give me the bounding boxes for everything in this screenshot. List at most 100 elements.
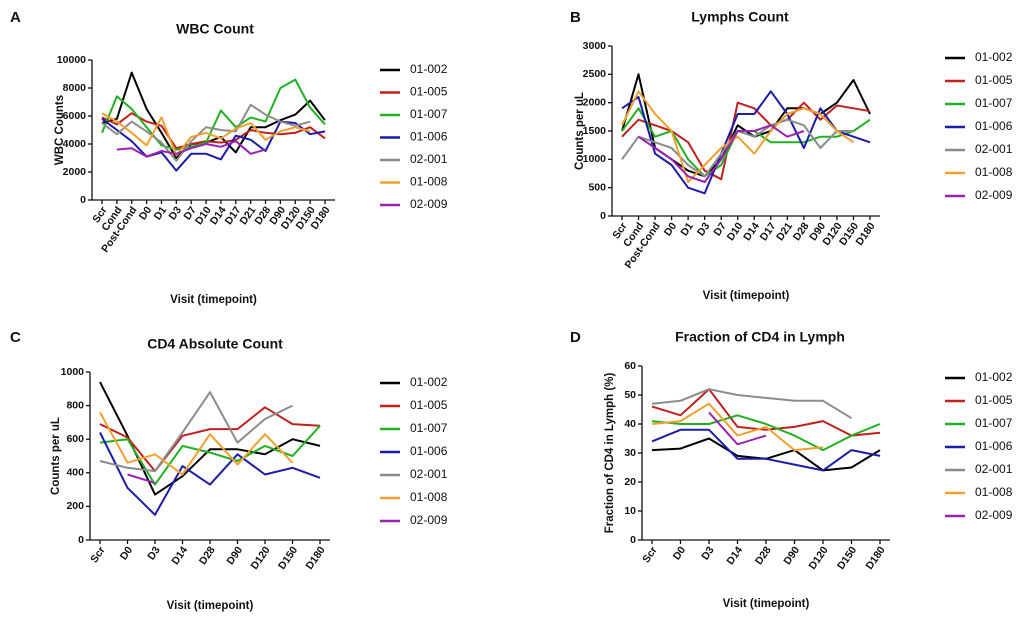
series-line bbox=[101, 78, 326, 151]
panel-label: B bbox=[570, 9, 581, 26]
legend-label: 01-005 bbox=[975, 73, 1013, 87]
series-line bbox=[101, 103, 311, 162]
x-tick-label: D17 bbox=[758, 220, 779, 243]
y-tick-label: 0 bbox=[630, 534, 636, 546]
x-tick-label: D90 bbox=[781, 544, 802, 567]
x-axis-label: Visit (timepoint) bbox=[167, 600, 254, 612]
series-line bbox=[127, 473, 156, 484]
y-tick-label: 2500 bbox=[583, 68, 607, 80]
x-tick-label: D180 bbox=[864, 544, 888, 572]
x-tick-label: D14 bbox=[169, 544, 190, 567]
x-tick-label: D1 bbox=[152, 204, 170, 222]
series-line bbox=[651, 388, 853, 420]
y-tick-label: 1000 bbox=[583, 153, 607, 165]
x-tick-label: D28 bbox=[753, 544, 774, 567]
x-tick-label: D180 bbox=[854, 220, 878, 248]
legend-label: 01-002 bbox=[975, 50, 1013, 64]
y-axis-label: WBC Counts bbox=[54, 95, 66, 165]
legend-label: 01-002 bbox=[410, 375, 448, 389]
legend-label: 02-001 bbox=[410, 467, 448, 481]
x-axis-label: Visit (timepoint) bbox=[723, 598, 810, 610]
x-tick-label: D3 bbox=[695, 220, 713, 238]
x-tick-label: D14 bbox=[724, 544, 745, 567]
y-tick-label: 30 bbox=[624, 447, 636, 459]
series-line bbox=[101, 118, 326, 172]
x-tick-label: D14 bbox=[741, 220, 762, 243]
x-tick-label: D3 bbox=[167, 204, 185, 222]
legend-label: 01-005 bbox=[410, 85, 448, 99]
legend-label: 01-006 bbox=[975, 119, 1013, 133]
series-line bbox=[99, 381, 321, 496]
x-tick-label: D90 bbox=[224, 544, 245, 567]
x-tick-label: D0 bbox=[662, 220, 680, 238]
legend-label: 02-001 bbox=[975, 142, 1013, 156]
legend-label: 02-009 bbox=[410, 197, 448, 211]
series-line bbox=[621, 90, 871, 195]
y-axis-label: Fraction of CD4 in Lymph (%) bbox=[604, 373, 616, 534]
legend-label: 01-002 bbox=[975, 370, 1013, 384]
y-tick-label: 3000 bbox=[583, 40, 607, 52]
legend-label: 01-006 bbox=[410, 444, 448, 458]
series-line bbox=[99, 411, 294, 476]
legend-label: 01-002 bbox=[410, 62, 448, 76]
y-tick-label: 6000 bbox=[63, 110, 87, 122]
series-line bbox=[99, 432, 321, 516]
series-line bbox=[651, 414, 881, 452]
legend-label: 02-001 bbox=[410, 152, 448, 166]
x-tick-label: D1 bbox=[678, 220, 696, 238]
y-tick-label: 10 bbox=[624, 505, 636, 517]
x-tick-label: D3 bbox=[699, 544, 717, 562]
x-tick-label: D150 bbox=[835, 544, 859, 572]
series-line bbox=[651, 388, 881, 437]
series-line bbox=[651, 402, 824, 452]
x-tick-label: Scr bbox=[88, 544, 108, 565]
x-tick-label: D0 bbox=[118, 544, 136, 562]
x-tick-label: D0 bbox=[671, 544, 689, 562]
series-line bbox=[101, 112, 311, 157]
legend-label: 01-007 bbox=[975, 416, 1013, 430]
y-axis-label: Counts per uL bbox=[574, 92, 586, 170]
y-tick-label: 1000 bbox=[61, 366, 85, 378]
y-tick-label: 10000 bbox=[57, 54, 86, 66]
legend-label: 01-006 bbox=[975, 439, 1013, 453]
legend-label: 01-008 bbox=[975, 165, 1013, 179]
y-tick-label: 0 bbox=[80, 194, 86, 206]
y-tick-label: 0 bbox=[78, 534, 84, 546]
y-tick-label: 0 bbox=[600, 210, 606, 222]
series-line bbox=[637, 124, 805, 183]
y-tick-label: 800 bbox=[66, 399, 84, 411]
y-axis-label: Counts per uL bbox=[50, 417, 62, 495]
series-line bbox=[708, 411, 767, 446]
x-tick-label: D3 bbox=[145, 544, 163, 562]
chart-title: CD4 Absolute Count bbox=[147, 336, 283, 352]
chart-title: Fraction of CD4 in Lymph bbox=[675, 329, 845, 345]
series-line bbox=[101, 71, 326, 159]
x-axis-label: Visit (timepoint) bbox=[170, 294, 257, 306]
y-tick-label: 60 bbox=[624, 360, 636, 372]
y-tick-label: 2000 bbox=[63, 166, 87, 178]
legend-label: 02-009 bbox=[410, 513, 448, 527]
y-tick-label: 40 bbox=[624, 418, 636, 430]
panel-label: C bbox=[10, 329, 21, 346]
x-tick-label: Scr bbox=[640, 544, 660, 565]
x-tick-label: D21 bbox=[774, 220, 795, 243]
y-tick-label: 500 bbox=[588, 181, 606, 193]
y-tick-label: 8000 bbox=[63, 82, 87, 94]
x-tick-label: D10 bbox=[725, 220, 746, 243]
series-line bbox=[99, 406, 321, 473]
legend-label: 02-009 bbox=[975, 188, 1013, 202]
y-tick-label: 600 bbox=[66, 433, 84, 445]
x-tick-label: D120 bbox=[249, 544, 273, 572]
series-line bbox=[101, 112, 326, 150]
y-tick-label: 400 bbox=[66, 467, 84, 479]
y-tick-label: 2000 bbox=[583, 96, 607, 108]
panel-label: D bbox=[570, 329, 581, 346]
legend-label: 01-008 bbox=[975, 485, 1013, 499]
legend-label: 01-007 bbox=[410, 421, 448, 435]
x-tick-label: D28 bbox=[791, 220, 812, 243]
legend-label: 01-005 bbox=[410, 398, 448, 412]
series-line bbox=[621, 90, 855, 183]
legend-label: 01-005 bbox=[975, 393, 1013, 407]
y-tick-label: 50 bbox=[624, 389, 636, 401]
